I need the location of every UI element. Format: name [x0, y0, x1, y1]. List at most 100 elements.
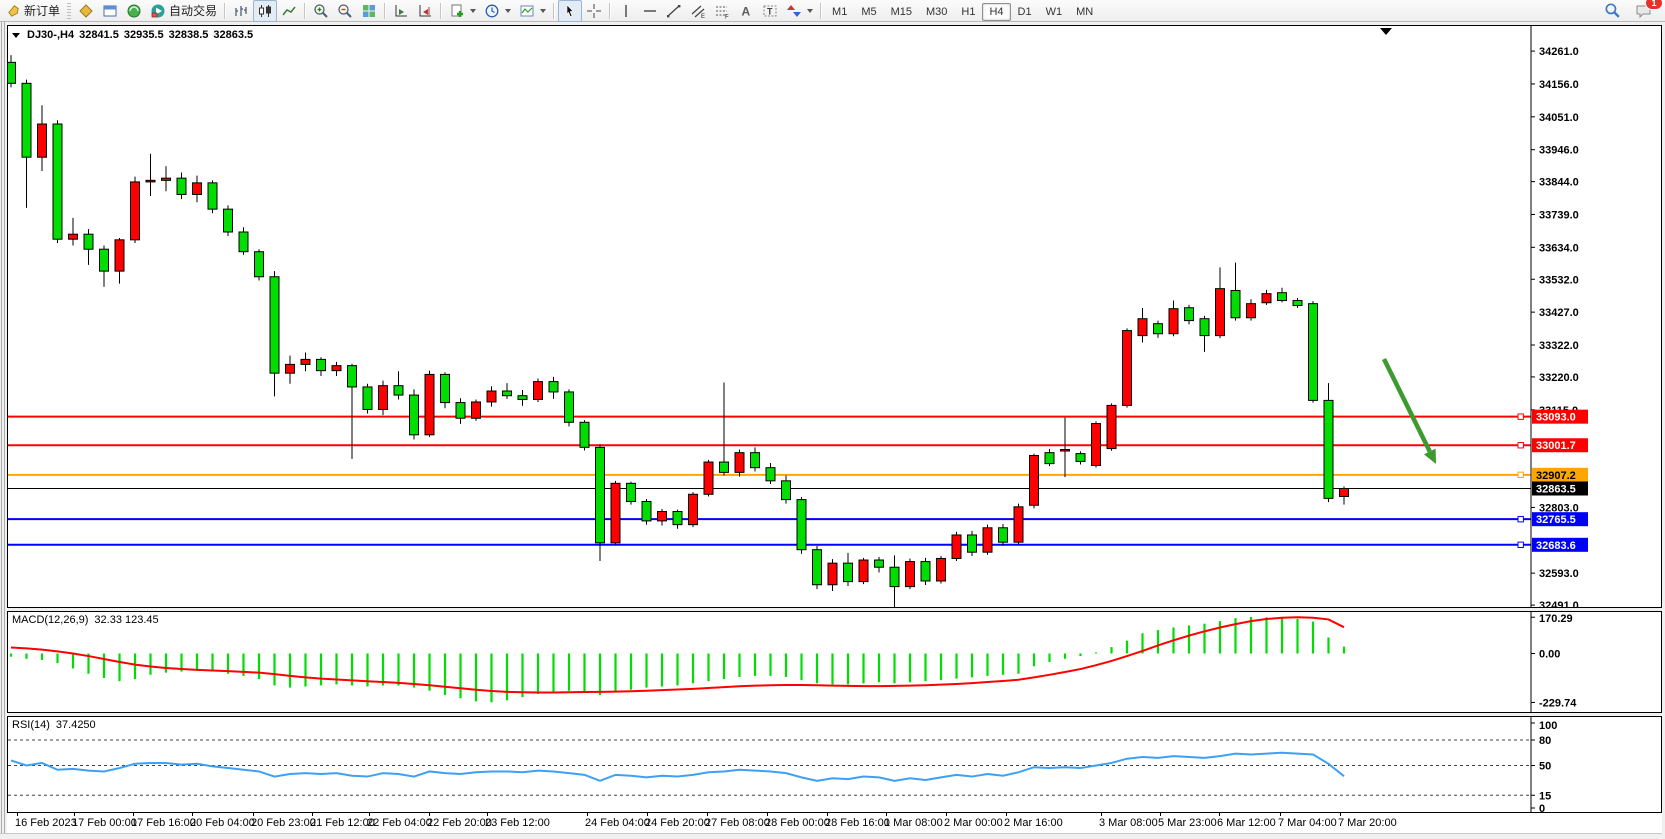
price-line-badge-label: 32907.2 — [1536, 470, 1576, 482]
candle-body — [269, 276, 280, 374]
line-chart-button[interactable] — [277, 0, 301, 22]
date-tick — [1219, 813, 1220, 816]
period-button[interactable] — [480, 0, 515, 22]
timeframe-h1-button[interactable]: H1 — [961, 5, 976, 18]
rsi-tick-label: 80 — [1539, 735, 1551, 747]
bar-chart-icon — [233, 3, 249, 19]
candle-body — [1122, 330, 1132, 406]
candle-body — [982, 527, 993, 553]
date-label: 20 Feb 23:00 — [251, 817, 316, 829]
timeframe-w1-button[interactable]: W1 — [1045, 5, 1063, 18]
new-order-button[interactable]: 新订单 — [2, 0, 64, 22]
candle-body — [564, 391, 574, 423]
line-handle[interactable] — [1517, 413, 1524, 420]
candle-body — [827, 562, 838, 586]
ohlc-high: 32935.5 — [123, 29, 164, 41]
date-tick — [74, 813, 75, 816]
zoom-out-button[interactable] — [333, 0, 357, 22]
candle-body — [409, 394, 419, 436]
toolbar-grip — [67, 2, 72, 19]
shift-chart-button[interactable] — [413, 0, 437, 22]
candle-body — [285, 363, 295, 374]
timeframe-m1-button[interactable]: M1 — [832, 5, 848, 18]
timeframe-m15-button[interactable]: M15 — [890, 5, 912, 18]
tile-windows-button[interactable] — [357, 0, 381, 22]
date-label: 22 Feb 04:00 — [367, 817, 432, 829]
crosshair-icon — [586, 3, 602, 19]
text-label-button[interactable]: T — [758, 0, 782, 22]
shift-chart-icon — [417, 3, 433, 19]
date-label: 1 Mar 08:00 — [884, 817, 943, 829]
date-axis[interactable]: 16 Feb 2023 17 Feb 00:00 17 Feb 16:00 20 Fe… — [7, 813, 1662, 833]
macd-panel[interactable]: 170.29 0.00 -229.74 — [7, 611, 1662, 713]
macd-tick-label: -229.74 — [1539, 697, 1577, 709]
zoom-in-button[interactable] — [309, 0, 333, 22]
date-tick — [369, 813, 370, 816]
date-label: 17 Feb 16:00 — [131, 817, 196, 829]
candle-body — [1153, 323, 1163, 335]
annotation-arrow-head[interactable] — [1423, 448, 1436, 464]
candle-body — [8, 61, 16, 84]
zoom-in-icon — [313, 3, 329, 19]
line-handle[interactable] — [1517, 442, 1524, 449]
vertical-line-button[interactable] — [614, 0, 638, 22]
crosshair-button[interactable] — [582, 0, 606, 22]
candle-body — [223, 208, 233, 233]
annotation-arrow[interactable] — [1381, 358, 1432, 453]
bar-chart-button[interactable] — [229, 0, 253, 22]
data-window-button[interactable] — [98, 0, 122, 22]
cursor-button[interactable] — [558, 0, 583, 22]
market-watch-button[interactable] — [74, 0, 98, 22]
price-tick-label: 32593.0 — [1539, 568, 1579, 580]
auto-trading-button[interactable]: 自动交易 — [146, 0, 221, 22]
candle-body — [378, 385, 388, 410]
timeframe-d1-button[interactable]: D1 — [1017, 5, 1032, 18]
price-chart-panel[interactable]: 34261.0 34156.0 34051.0 33946.0 33844.0 33739… — [7, 25, 1662, 608]
date-tick — [192, 813, 193, 816]
price-line-badge — [1532, 537, 1588, 552]
macd-label: MACD(12,26,9) 32.33 123.45 — [12, 614, 159, 626]
line-handle[interactable] — [1517, 515, 1524, 523]
fibonacci-button[interactable]: F — [710, 0, 734, 22]
date-label: 24 Feb 20:00 — [645, 817, 710, 829]
date-label: 17 Feb 00:00 — [72, 817, 137, 829]
navigator-button[interactable] — [122, 0, 146, 22]
date-tick — [707, 813, 708, 816]
rsi-panel[interactable]: 100 80 50 15 0 — [7, 716, 1662, 813]
candle-body — [1230, 290, 1241, 319]
horizontal-line-icon — [642, 3, 658, 19]
toolbar-separator — [224, 2, 227, 19]
indicators-button[interactable] — [445, 0, 480, 22]
candle-body — [641, 500, 652, 522]
line-handle[interactable] — [1517, 471, 1524, 479]
text-button[interactable]: A — [734, 0, 758, 22]
auto-scroll-button[interactable] — [389, 0, 413, 22]
auto-trading-icon — [150, 3, 166, 19]
notifications-button[interactable]: 1 — [1631, 0, 1663, 22]
equidistant-channel-button[interactable]: E — [686, 0, 710, 22]
timeframe-mn-button[interactable]: MN — [1076, 5, 1094, 18]
timeframe-m5-button[interactable]: M5 — [861, 5, 877, 18]
timeframe-m30-button[interactable]: M30 — [926, 5, 948, 18]
candle-body — [424, 373, 435, 436]
search-button[interactable] — [1600, 0, 1625, 22]
horizontal-line-button[interactable] — [638, 0, 662, 22]
candle-body — [812, 549, 822, 586]
candle-body — [796, 499, 807, 551]
rsi-tick-label: 0 — [1539, 803, 1545, 812]
candle-body — [1044, 452, 1055, 465]
trendline-button[interactable] — [662, 0, 686, 22]
arrow-shapes-button[interactable] — [782, 0, 817, 22]
rsi-line — [10, 751, 1345, 782]
chart-symbol: DJ30-,H4 — [27, 29, 75, 41]
date-tick — [587, 813, 588, 816]
rsi-name: RSI(14) — [12, 719, 50, 731]
price-chart-canvas: 34261.0 34156.0 34051.0 33946.0 33844.0 33739… — [8, 26, 1588, 607]
timeframe-h4-button[interactable]: H4 — [982, 2, 1011, 21]
macd-values: 32.33 123.45 — [94, 614, 159, 626]
auto-scroll-icon — [393, 3, 409, 19]
line-handle[interactable] — [1517, 541, 1524, 549]
candlestick-chart-button[interactable] — [253, 0, 278, 22]
candle-body — [1323, 399, 1334, 499]
template-button[interactable] — [515, 0, 550, 22]
